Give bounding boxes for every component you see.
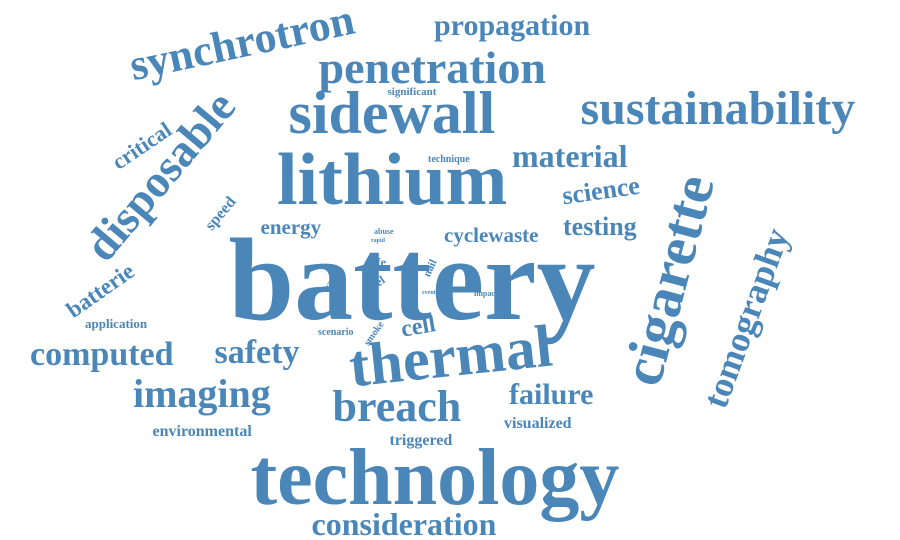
- word-sustainability: sustainability: [581, 85, 856, 133]
- word-breach: breach: [333, 385, 462, 429]
- word-rapid: rapid: [371, 238, 385, 244]
- word-science: science: [561, 173, 642, 210]
- word-failure: failure: [509, 380, 593, 410]
- word-disposable: disposable: [76, 83, 243, 269]
- word-cell: cell: [399, 312, 437, 342]
- word-tomography: tomography: [697, 224, 795, 413]
- word-significant: significant: [388, 87, 437, 98]
- word-lithium: lithium: [277, 143, 507, 217]
- word-energy: energy: [261, 217, 322, 238]
- word-cigarette: cigarette: [612, 169, 724, 391]
- word-imaging: imaging: [133, 374, 271, 414]
- word-propagation: propagation: [434, 11, 590, 41]
- word-impact: impact: [474, 290, 498, 298]
- word-environmental: environmental: [153, 424, 252, 440]
- word-abuse: abuse: [374, 228, 394, 236]
- word-application: application: [85, 317, 147, 330]
- word-visualized: visualized: [504, 416, 572, 432]
- word-technique: technique: [428, 155, 470, 165]
- word-computed: computed: [30, 338, 174, 372]
- word-scenario: scenario: [318, 328, 354, 338]
- word-penetration: penetration: [319, 45, 546, 91]
- word-cyclewaste: cyclewaste: [444, 225, 538, 246]
- word-material: material: [512, 140, 628, 172]
- word-testing: testing: [563, 214, 637, 240]
- word-safety: safety: [215, 336, 300, 370]
- word-life: life: [370, 256, 386, 268]
- word-consideration: consideration: [312, 508, 497, 540]
- word-batterie: batterie: [62, 259, 138, 322]
- word-triggered: triggered: [390, 433, 453, 449]
- word-event: event: [422, 290, 436, 296]
